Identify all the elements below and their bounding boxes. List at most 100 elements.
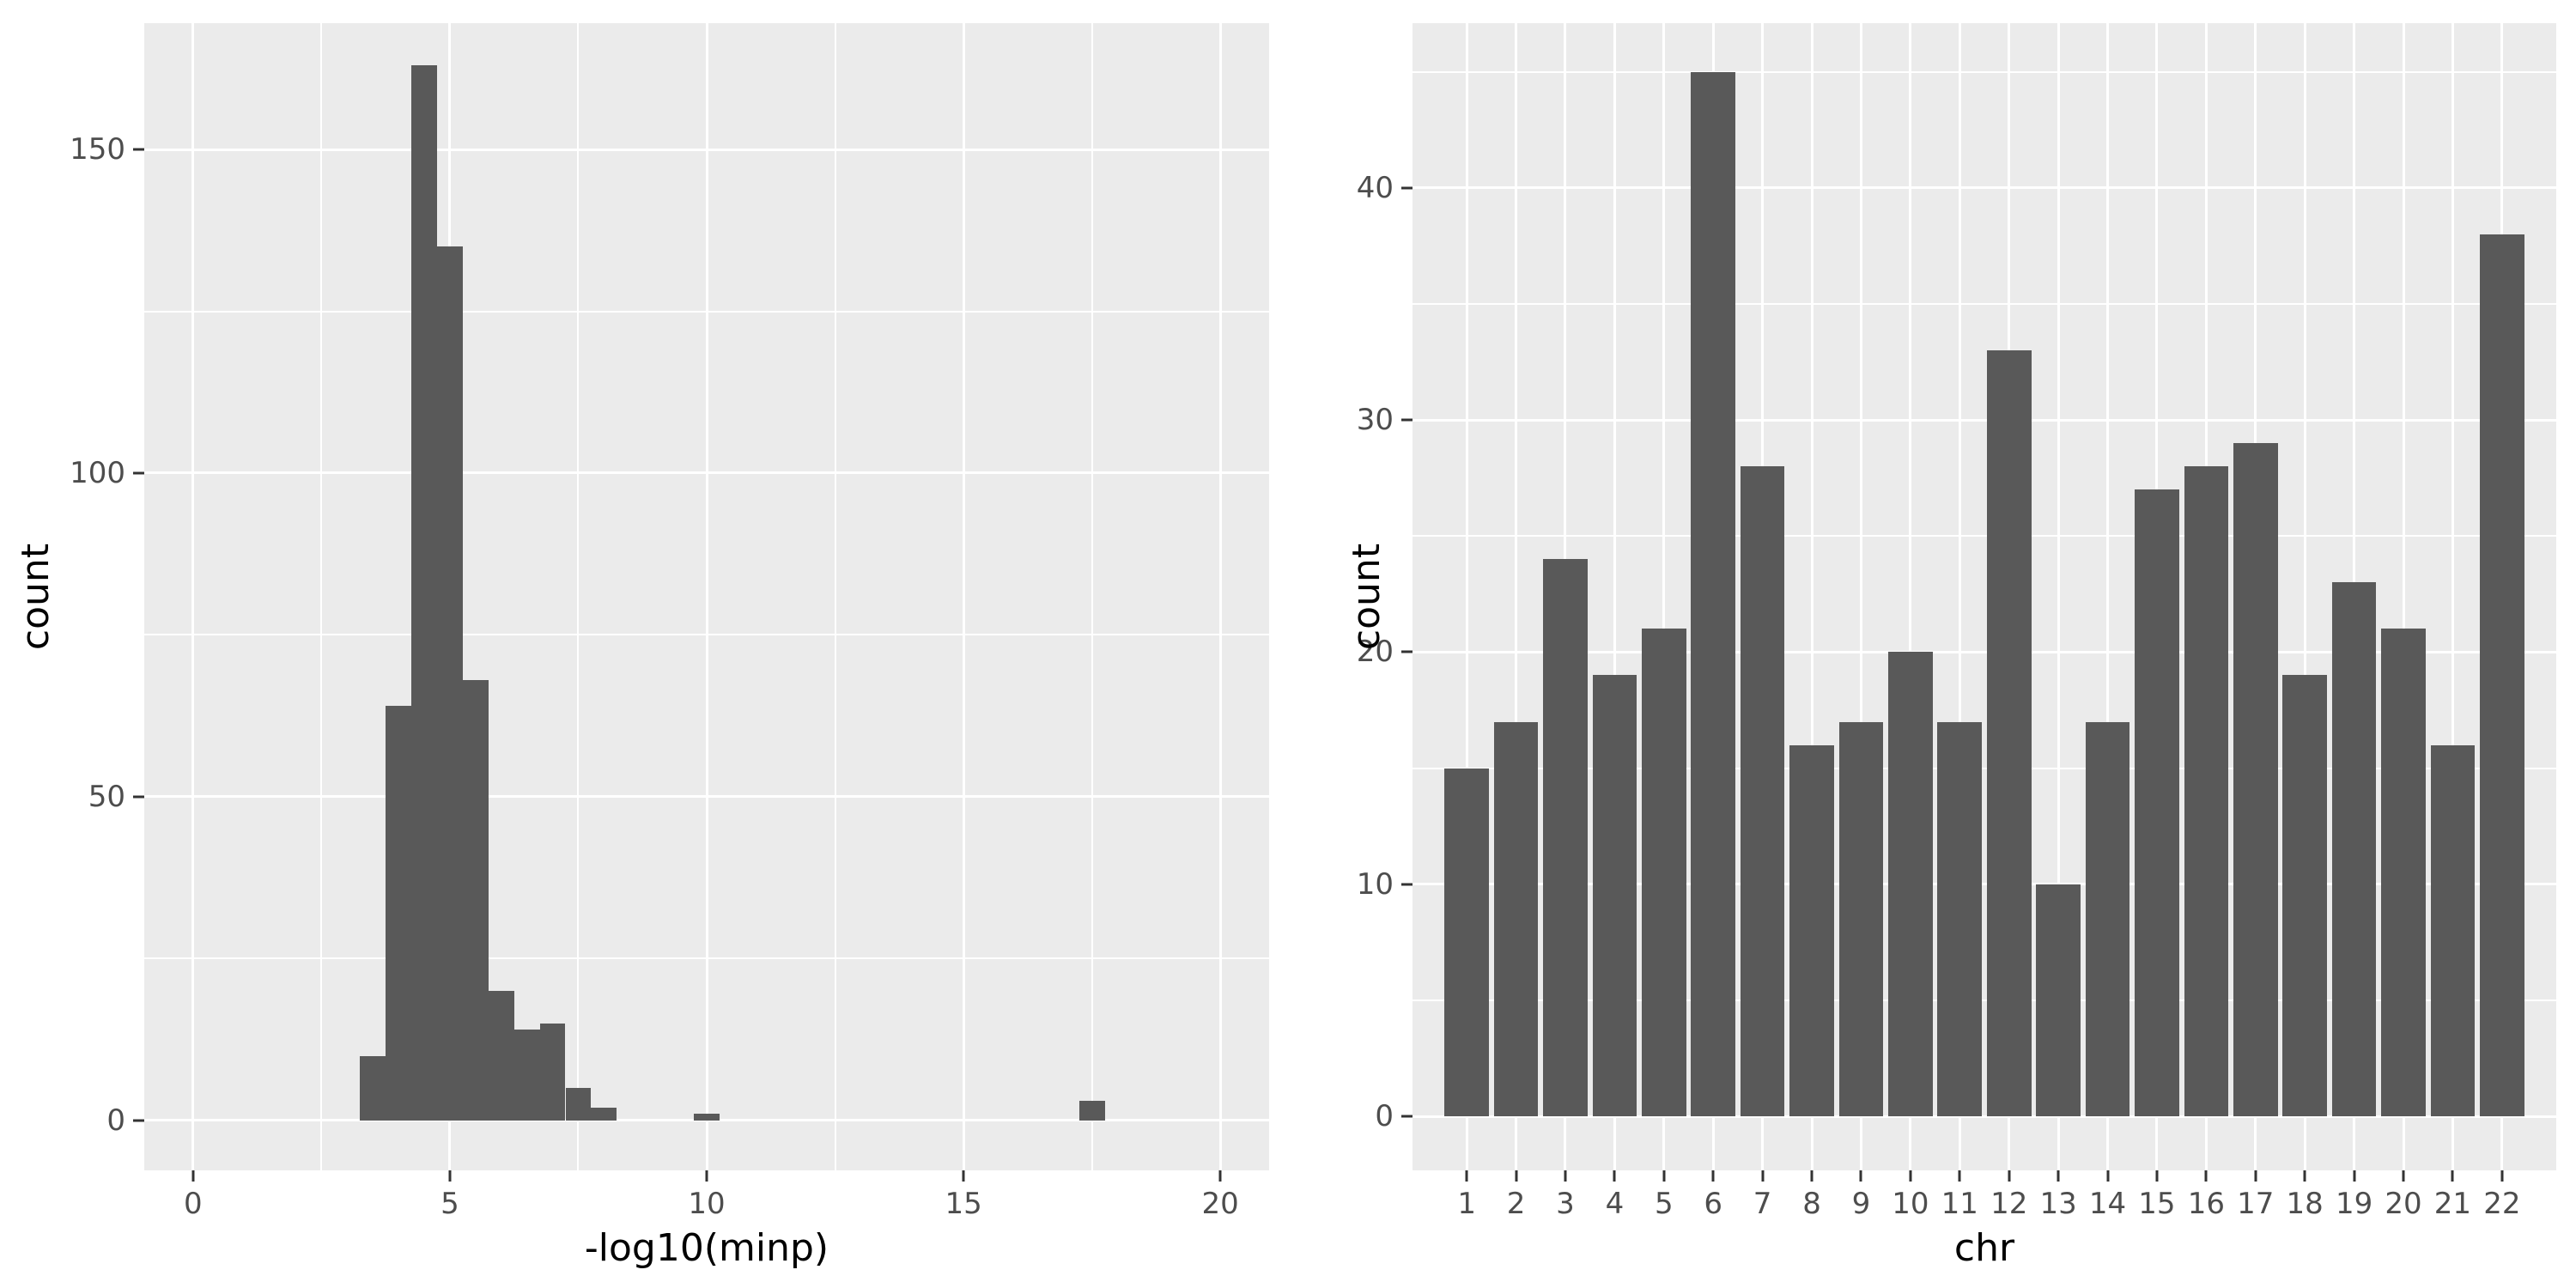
x-tick-mark <box>1465 1170 1468 1182</box>
bar <box>411 65 437 1121</box>
x-minor-gridline <box>1091 23 1093 1170</box>
x-tick-mark <box>1958 1170 1961 1182</box>
x-tick-mark <box>2500 1170 2504 1182</box>
x-tick-label: 21 <box>2433 1187 2472 1221</box>
y-major-gridline <box>1413 650 2556 653</box>
x-tick-mark <box>1761 1170 1765 1182</box>
x-tick-label: 5 <box>440 1187 459 1221</box>
x-axis-title-chr: chr <box>1953 1226 2015 1270</box>
bar <box>1937 721 1983 1116</box>
bar <box>2135 489 2179 1116</box>
bar <box>2381 629 2426 1116</box>
bar <box>513 1030 540 1121</box>
x-tick-label: 7 <box>1753 1187 1772 1221</box>
bar <box>2233 443 2278 1117</box>
bar <box>565 1088 592 1121</box>
bar <box>1789 744 1834 1116</box>
bar <box>2184 466 2229 1117</box>
x-tick-mark <box>1810 1170 1814 1182</box>
bar <box>1543 559 1588 1117</box>
chr-bar-panel: 0 10 20 30 40 1 2 3 4 5 6 7 8 9 10 11 12 13 14 15 16 17 18 19 20… <box>1357 23 2556 1218</box>
y-tick-mark <box>1401 186 1413 190</box>
x-tick-label: 13 <box>2039 1187 2077 1221</box>
x-tick-mark <box>1711 1170 1715 1182</box>
x-minor-gridline <box>320 23 323 1170</box>
x-tick-label: 22 <box>2483 1187 2521 1221</box>
y-tick-label: 150 <box>70 132 125 167</box>
x-tick-mark <box>1613 1170 1616 1182</box>
x-tick-mark <box>1909 1170 1912 1182</box>
bar <box>539 1023 566 1121</box>
chr-bar-figure: 0 10 20 30 40 1 2 3 4 5 6 7 8 9 10 11 12 13 14 15 16 17 18 19 20… <box>1340 0 2576 1288</box>
x-tick-mark <box>1859 1170 1862 1182</box>
bar <box>1740 466 1785 1117</box>
y-tick-label: 0 <box>1375 1099 1394 1134</box>
x-tick-label: 8 <box>1802 1187 1821 1221</box>
x-tick-mark <box>2451 1170 2454 1182</box>
x-tick-mark <box>1218 1170 1222 1182</box>
x-major-gridline <box>1515 23 1518 1170</box>
y-tick-mark <box>1401 1115 1413 1118</box>
bar <box>1592 675 1637 1117</box>
x-tick-label: 2 <box>1506 1187 1526 1221</box>
y-tick-label: 50 <box>88 779 125 814</box>
bar <box>2282 675 2328 1117</box>
x-tick-label: 1 <box>1457 1187 1476 1221</box>
y-tick-label: 30 <box>1356 403 1394 438</box>
x-major-gridline <box>1810 23 1814 1170</box>
x-tick-mark <box>2254 1170 2257 1182</box>
x-tick-mark <box>1564 1170 1567 1182</box>
x-major-gridline <box>962 23 965 1170</box>
x-major-gridline <box>1662 23 1666 1170</box>
bar <box>360 1055 386 1121</box>
x-major-gridline <box>705 23 708 1170</box>
x-tick-mark <box>191 1170 195 1182</box>
bar <box>436 246 463 1121</box>
x-major-gridline <box>1958 23 1961 1170</box>
bar <box>1838 721 1884 1116</box>
x-tick-label: 12 <box>1990 1187 2028 1221</box>
bar <box>1986 350 2032 1117</box>
bar <box>2331 582 2377 1117</box>
x-major-gridline <box>1218 23 1222 1170</box>
x-tick-mark <box>2008 1170 2011 1182</box>
x-axis-title-minp: -log10(minp) <box>584 1226 829 1270</box>
x-tick-label: 10 <box>688 1187 726 1221</box>
bar <box>2036 884 2081 1116</box>
x-tick-label: 11 <box>1941 1187 1978 1221</box>
x-major-gridline <box>2106 23 2110 1170</box>
x-tick-mark <box>705 1170 708 1182</box>
y-minor-gridline <box>1413 303 2556 306</box>
y-minor-gridline <box>1413 535 2556 538</box>
y-tick-mark <box>1401 650 1413 653</box>
y-axis-title-count-left: count <box>14 543 58 651</box>
x-tick-label: 14 <box>2088 1187 2127 1221</box>
x-tick-mark <box>2155 1170 2159 1182</box>
y-major-gridline <box>1413 418 2556 422</box>
y-tick-label: 40 <box>1356 170 1394 205</box>
bar <box>1888 652 1933 1116</box>
x-tick-mark <box>2204 1170 2208 1182</box>
bar <box>591 1107 617 1121</box>
y-major-gridline <box>1413 186 2556 190</box>
histogram-figure: 0 50 100 150 0 5 10 15 20 -log10(minp) count <box>14 23 1269 1270</box>
x-tick-mark <box>1662 1170 1666 1182</box>
x-tick-label: 6 <box>1704 1187 1723 1221</box>
x-major-gridline <box>2402 23 2405 1170</box>
bar <box>462 680 489 1121</box>
x-tick-label: 19 <box>2335 1187 2373 1221</box>
y-minor-gridline <box>1413 70 2556 73</box>
bar <box>1493 721 1539 1116</box>
x-tick-label: 3 <box>1556 1187 1575 1221</box>
x-tick-mark <box>2353 1170 2356 1182</box>
y-tick-label: 100 <box>70 455 125 490</box>
y-major-gridline <box>1413 883 2556 886</box>
y-tick-mark <box>133 471 144 475</box>
y-minor-gridline <box>1413 999 2556 1001</box>
x-major-gridline <box>1613 23 1616 1170</box>
y-tick-label: 20 <box>1356 635 1394 670</box>
x-tick-label: 15 <box>945 1187 982 1221</box>
y-tick-mark <box>1401 418 1413 422</box>
x-tick-mark <box>2303 1170 2306 1182</box>
